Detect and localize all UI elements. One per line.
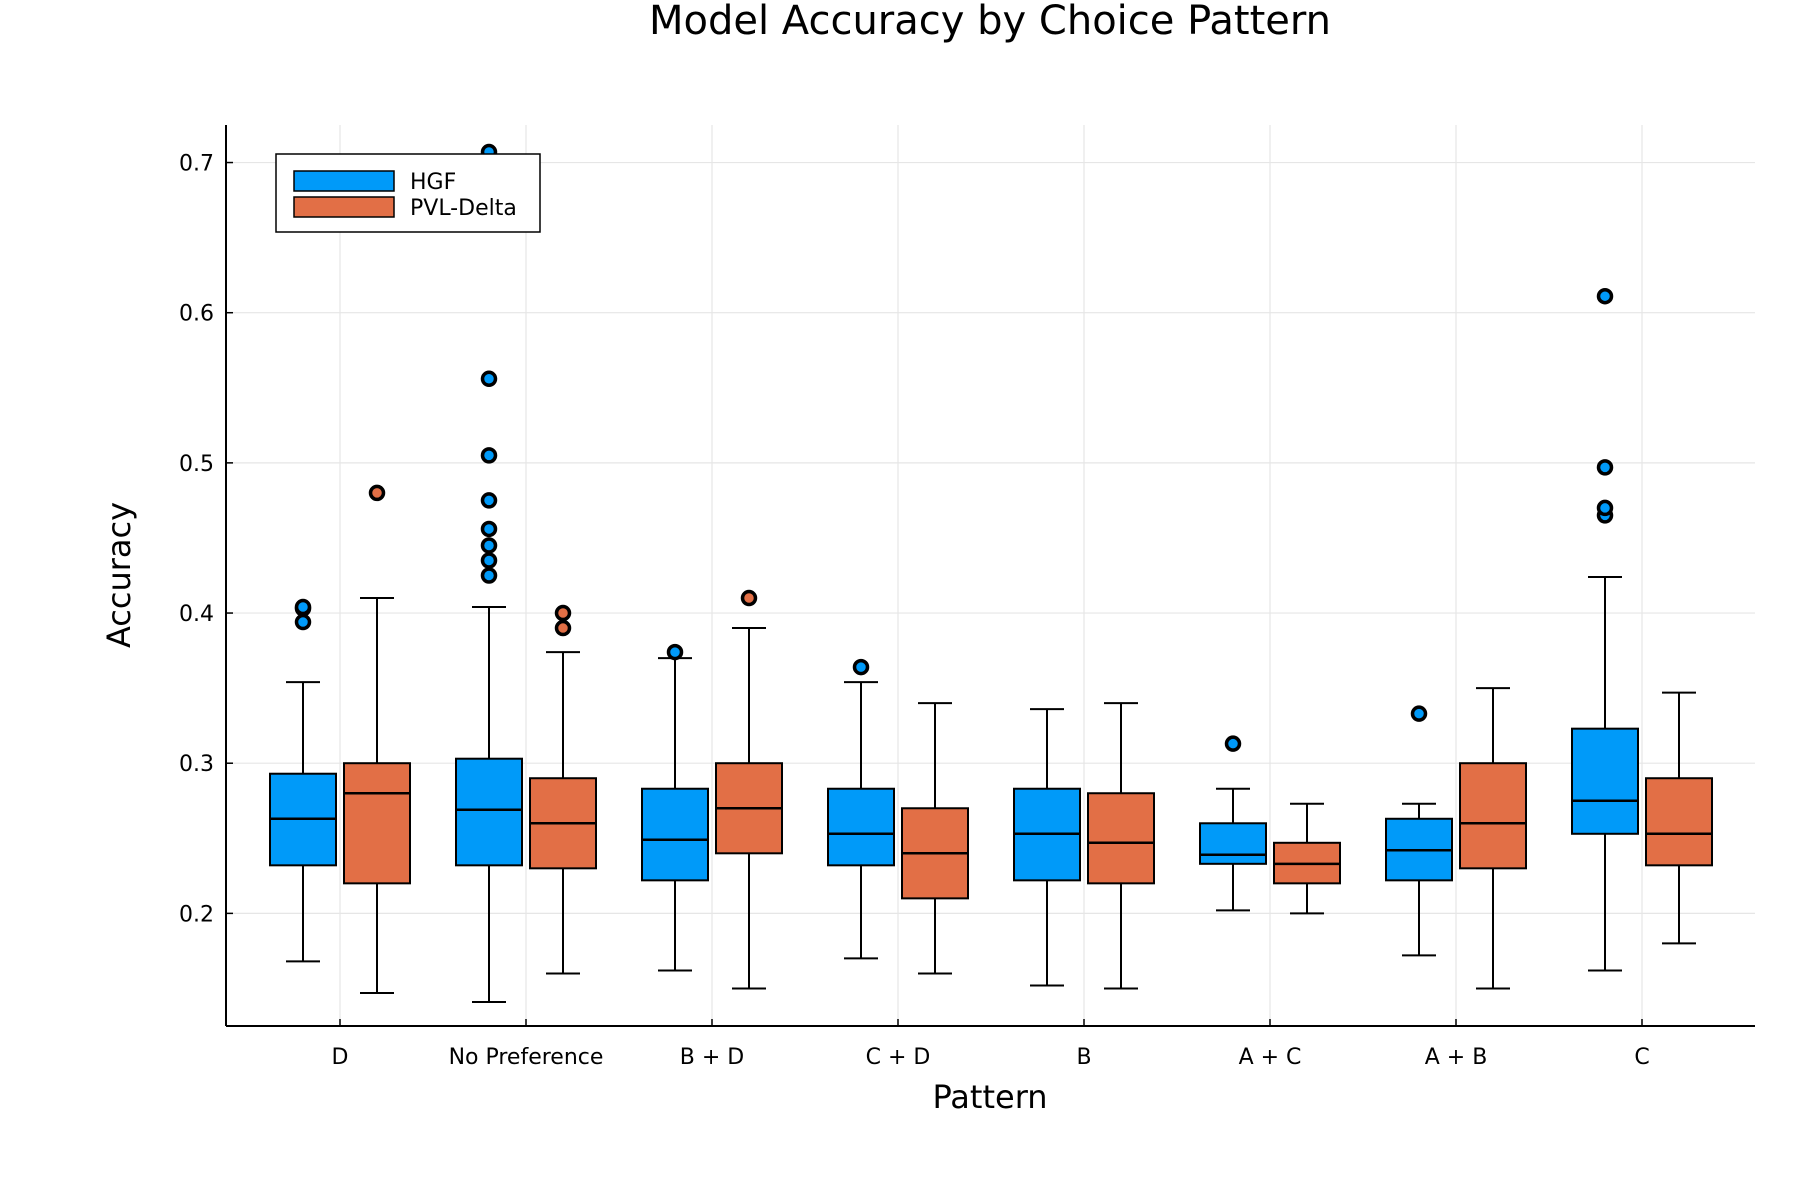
- legend-swatch-pvl-delta: [293, 196, 395, 218]
- y-axis-label: Accuracy: [100, 502, 138, 648]
- y-tick-label-5: 0.7: [179, 152, 214, 177]
- grid-layer: [226, 125, 1755, 1026]
- box-hgf-no-preference: [455, 143, 523, 1003]
- y-tick-label-3: 0.5: [179, 452, 214, 477]
- x-tick-label-no-preference: No Preference: [449, 1045, 604, 1070]
- outlier-point-hgf-no-preference-6: [480, 370, 498, 388]
- x-axis-label: Pattern: [932, 1078, 1047, 1116]
- box-hgf-b-d: [641, 643, 709, 972]
- outlier-point-hgf-no-preference-1: [480, 552, 498, 569]
- box-hgf-a-c: [1199, 735, 1267, 912]
- box-hgf-c: [1571, 287, 1639, 972]
- outlier-point-hgf-c-2: [1596, 459, 1614, 476]
- box-layer: [269, 143, 1713, 1003]
- outlier-point-hgf-c-d-0: [852, 658, 870, 676]
- x-tick-label-a-b: A + B: [1425, 1045, 1488, 1070]
- box-pvl-delta-c-d: [901, 702, 969, 975]
- outlier-point-hgf-a-c-0: [1224, 735, 1242, 752]
- legend-label-pvl-delta: PVL-Delta: [410, 196, 517, 221]
- outlier-point-hgf-b-d-0: [666, 643, 684, 661]
- outlier-point-hgf-d-2: [294, 598, 312, 616]
- iqr-box-hgf-c-d: [827, 787, 895, 867]
- outlier-point-pvl-delta-d-0: [368, 484, 386, 502]
- y-tick-label-0: 0.2: [179, 902, 214, 927]
- outlier-point-hgf-no-preference-4: [480, 492, 498, 509]
- box-pvl-delta-b-d: [715, 589, 783, 990]
- x-tick-label-b-d: B + D: [680, 1045, 744, 1070]
- iqr-box-pvl-delta-b: [1087, 792, 1155, 885]
- iqr-box-hgf-c: [1571, 727, 1639, 835]
- chart-title: Model Accuracy by Choice Pattern: [649, 0, 1331, 44]
- box-pvl-delta-no-preference: [529, 604, 597, 975]
- outlier-point-hgf-a-b-0: [1410, 705, 1428, 722]
- legend-label-hgf: HGF: [410, 170, 456, 195]
- iqr-box-hgf-b-d: [641, 787, 709, 882]
- y-tick-label-4: 0.6: [179, 302, 214, 327]
- y-tick-label-1: 0.3: [179, 752, 214, 777]
- outlier-point-hgf-c-1: [1596, 499, 1614, 517]
- iqr-box-hgf-no-preference: [455, 757, 523, 867]
- legend: HGF PVL-Delta: [275, 153, 541, 233]
- box-pvl-delta-c: [1645, 691, 1713, 945]
- box-hgf-c-d: [827, 658, 895, 960]
- x-tick-label-d: D: [332, 1045, 349, 1070]
- x-tick-label-c-d: C + D: [866, 1045, 931, 1070]
- y-tick-label-2: 0.4: [179, 602, 214, 627]
- outlier-point-hgf-no-preference-3: [480, 520, 498, 538]
- outlier-point-hgf-no-preference-5: [480, 447, 498, 464]
- iqr-box-pvl-delta-a-b: [1459, 762, 1527, 870]
- box-hgf-d: [269, 598, 337, 963]
- axis-layer: 0.2 0.3 0.4 0.5 0.6 0.7 D No Preference B + D C +…: [179, 125, 1755, 1070]
- iqr-box-pvl-delta-c: [1645, 777, 1713, 867]
- box-pvl-delta-d: [343, 484, 411, 994]
- outlier-point-pvl-delta-no-preference-0: [554, 619, 572, 637]
- box-pvl-delta-a-b: [1459, 687, 1527, 990]
- box-pvl-delta-b: [1087, 702, 1155, 990]
- x-tick-label-b: B: [1076, 1045, 1091, 1070]
- outlier-point-hgf-no-preference-0: [480, 567, 498, 584]
- box-hgf-b: [1013, 708, 1081, 987]
- x-tick-label-c: C: [1634, 1045, 1649, 1070]
- x-tick-label-a-c: A + C: [1239, 1045, 1302, 1070]
- outlier-point-hgf-no-preference-2: [480, 537, 498, 554]
- outlier-point-hgf-d-0: [294, 613, 312, 631]
- iqr-box-hgf-a-c: [1199, 822, 1267, 865]
- legend-frame: [275, 153, 541, 233]
- legend-swatch-hgf: [293, 170, 395, 192]
- outlier-point-hgf-c-3: [1596, 287, 1614, 305]
- outlier-point-pvl-delta-b-d-0: [740, 589, 758, 607]
- box-pvl-delta-a-c: [1273, 802, 1341, 915]
- iqr-box-pvl-delta-d: [343, 762, 411, 885]
- box-hgf-a-b: [1385, 705, 1453, 957]
- outlier-point-pvl-delta-no-preference-1: [554, 604, 572, 622]
